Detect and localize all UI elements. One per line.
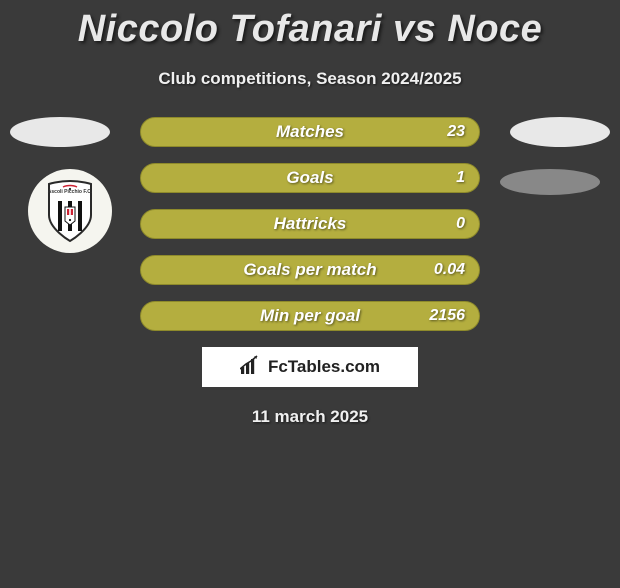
stat-value: 0.04: [425, 261, 465, 279]
crest-icon: Ascoli Picchio F.C.: [43, 179, 97, 243]
chart-icon: [240, 355, 262, 380]
page-title: Niccolo Tofanari vs Noce: [0, 8, 620, 51]
brand-text: FcTables.com: [268, 357, 380, 377]
stat-row-goals-per-match: Goals per match 0.04: [140, 255, 480, 285]
stat-label: Min per goal: [155, 306, 425, 326]
stats-rows: Matches 23 Goals 1 Hattricks 0 Goals per…: [140, 117, 480, 331]
stat-label: Goals per match: [155, 260, 425, 280]
stat-label: Matches: [155, 122, 425, 142]
club-crest: Ascoli Picchio F.C.: [28, 169, 112, 253]
stat-row-goals: Goals 1: [140, 163, 480, 193]
brand-badge: FcTables.com: [202, 347, 418, 387]
stat-row-matches: Matches 23: [140, 117, 480, 147]
stat-label: Goals: [155, 168, 425, 188]
stat-value: 0: [425, 215, 465, 233]
stat-value: 1: [425, 169, 465, 187]
stat-value: 2156: [425, 307, 465, 325]
player-right-placeholder-2: [500, 169, 600, 195]
stat-row-hattricks: Hattricks 0: [140, 209, 480, 239]
stat-value: 23: [425, 123, 465, 141]
stat-row-min-per-goal: Min per goal 2156: [140, 301, 480, 331]
comparison-panel: Ascoli Picchio F.C. Matches 23 Goals 1 H…: [0, 117, 620, 427]
player-right-placeholder: [510, 117, 610, 147]
date-text: 11 march 2025: [0, 407, 620, 427]
subtitle: Club competitions, Season 2024/2025: [0, 69, 620, 89]
player-left-placeholder: [10, 117, 110, 147]
stat-label: Hattricks: [155, 214, 425, 234]
